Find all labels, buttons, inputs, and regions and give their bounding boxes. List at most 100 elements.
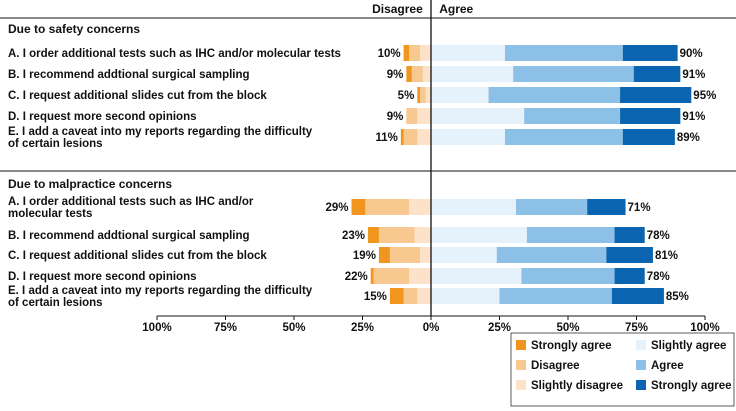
statement-label: of certain lesions: [8, 297, 103, 309]
group-title: Due to malpractice concerns: [8, 177, 172, 191]
bar-segment-agree-agree: [504, 129, 623, 145]
bar-segment-disagree-slight: [417, 129, 431, 145]
x-tick-label: 50%: [282, 322, 305, 334]
statement-label: D. I request more second opinions: [8, 111, 197, 123]
bar-segment-agree-strong: [620, 87, 692, 103]
agree-total-label: 78%: [647, 271, 670, 283]
bar-segment-disagree-disagree: [403, 288, 418, 304]
bar-segment-agree-slight: [431, 45, 505, 61]
legend-box: [510, 332, 735, 407]
legend-swatch: [636, 340, 646, 350]
bar-segment-agree-slight: [431, 199, 516, 215]
bar-segment-disagree-slight: [414, 227, 431, 243]
x-tick-label: 25%: [488, 322, 511, 334]
legend-label: Strongly agree: [531, 340, 612, 352]
bar-segment-agree-strong: [633, 66, 681, 82]
agree-total-label: 95%: [693, 90, 716, 102]
legend-swatch: [516, 340, 526, 350]
statement-label: molecular tests: [8, 208, 92, 220]
statement-label: B. I recommend addtional surgical sampli…: [8, 69, 250, 81]
statement-label: D. I request more second opinions: [8, 271, 197, 283]
disagree-total-label: 22%: [345, 271, 368, 283]
agree-total-label: 85%: [666, 291, 689, 303]
bar-segment-agree-slight: [431, 129, 505, 145]
legend-swatch: [636, 360, 646, 370]
legend-label: Slightly agree: [651, 340, 726, 352]
statement-label: C. I request additional slides cut from …: [8, 250, 267, 262]
agree-total-label: 78%: [647, 230, 670, 242]
legend-label: Disagree: [531, 360, 580, 372]
legend-swatch: [516, 380, 526, 390]
bar-segment-agree-agree: [521, 268, 615, 284]
agree-total-label: 89%: [677, 132, 700, 144]
agree-total-label: 81%: [655, 250, 678, 262]
header-agree: Agree: [439, 2, 473, 16]
statement-label: A. I order additional tests such as IHC …: [8, 196, 254, 208]
bar-segment-disagree-strong: [378, 247, 390, 263]
bar-segment-agree-slight: [431, 108, 525, 124]
bar-segment-agree-strong: [614, 268, 645, 284]
bar-segment-agree-slight: [431, 87, 489, 103]
bar-segment-disagree-slight: [420, 45, 431, 61]
bar-segment-disagree-slight: [422, 66, 431, 82]
disagree-total-label: 29%: [326, 202, 349, 214]
bar-segment-agree-strong: [620, 108, 681, 124]
legend-label: Agree: [651, 360, 684, 372]
bar-segment-disagree-disagree: [389, 247, 421, 263]
statement-label: C. I request additional slides cut from …: [8, 90, 267, 102]
legend-swatch: [516, 360, 526, 370]
bar-segment-disagree-disagree: [409, 45, 421, 61]
bar-segment-agree-agree: [496, 247, 607, 263]
bar-segment-disagree-slight: [420, 247, 431, 263]
bar-segment-disagree-disagree: [378, 227, 415, 243]
bar-segment-disagree-strong: [367, 227, 379, 243]
bar-segment-disagree-slight: [409, 268, 431, 284]
agree-total-label: 91%: [682, 111, 705, 123]
bar-segment-agree-strong: [622, 129, 675, 145]
disagree-total-label: 11%: [375, 132, 397, 144]
bar-segment-agree-slight: [431, 66, 514, 82]
bar-segment-agree-slight: [431, 268, 522, 284]
bar-segment-disagree-strong: [406, 66, 412, 82]
disagree-total-label: 9%: [387, 69, 404, 81]
bar-segment-agree-strong: [587, 199, 626, 215]
bar-segment-disagree-disagree: [406, 108, 418, 124]
bar-segment-disagree-slight: [425, 87, 431, 103]
bar-segment-disagree-strong: [370, 268, 374, 284]
bar-segment-disagree-disagree: [403, 129, 418, 145]
bar-segment-disagree-strong: [389, 288, 404, 304]
statement-label: A. I order additional tests such as IHC …: [8, 48, 341, 60]
bar-segment-agree-agree: [526, 227, 615, 243]
bar-segment-agree-strong: [622, 45, 678, 61]
disagree-total-label: 23%: [342, 230, 365, 242]
bar-segment-agree-agree: [504, 45, 623, 61]
bar-segment-agree-slight: [431, 288, 500, 304]
statement-label: E. I add a caveat into my reports regard…: [8, 126, 313, 138]
bar-segment-agree-strong: [611, 288, 664, 304]
bar-segment-agree-agree: [513, 66, 634, 82]
bar-segment-disagree-disagree: [420, 87, 426, 103]
legend-label: Slightly disagree: [531, 380, 623, 392]
bar-segment-disagree-strong: [417, 87, 421, 103]
bar-segment-agree-agree: [524, 108, 621, 124]
legend-swatch: [636, 380, 646, 390]
bar-segment-agree-slight: [431, 227, 527, 243]
x-tick-label: 75%: [214, 322, 237, 334]
bar-segment-agree-agree: [515, 199, 588, 215]
bar-segment-disagree-slight: [417, 108, 431, 124]
x-tick-label: 0%: [423, 322, 440, 334]
agree-total-label: 90%: [680, 48, 703, 60]
bar-segment-disagree-strong: [403, 45, 410, 61]
bar-segment-disagree-disagree: [365, 199, 410, 215]
bar-segment-agree-agree: [499, 288, 612, 304]
agree-total-label: 91%: [682, 69, 705, 81]
bar-segment-disagree-strong: [400, 129, 404, 145]
bar-segment-disagree-slight: [409, 199, 431, 215]
x-tick-label: 75%: [625, 322, 648, 334]
bar-segment-agree-slight: [431, 247, 497, 263]
bar-segment-agree-agree: [488, 87, 621, 103]
bar-segment-agree-strong: [614, 227, 645, 243]
agree-total-label: 71%: [628, 202, 651, 214]
x-tick-label: 100%: [142, 322, 171, 334]
